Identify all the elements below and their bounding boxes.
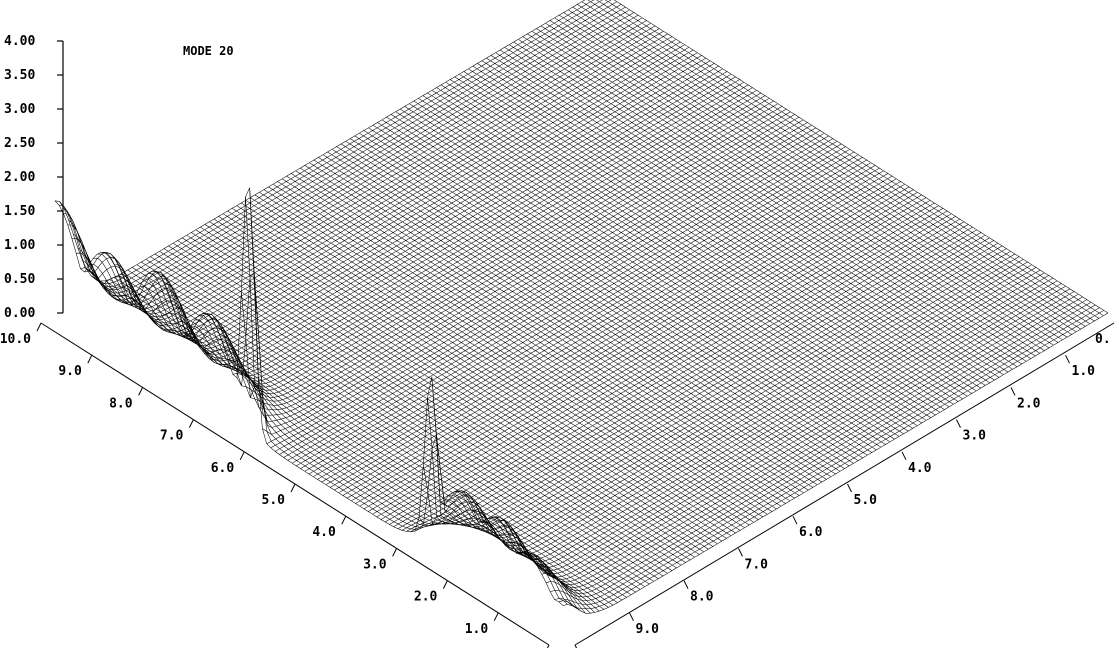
right-tick-mark — [1010, 387, 1016, 396]
left-tick-label: 4.0 — [312, 525, 336, 540]
right-tick-label: 7.0 — [745, 557, 769, 572]
left-tick-mark — [87, 354, 93, 364]
left-tick-mark — [392, 548, 398, 557]
right-tick-label: 8.0 — [690, 590, 714, 605]
right-tick-label: 4.0 — [908, 461, 932, 476]
left-tick-mark — [239, 451, 245, 461]
left-tick-mark — [188, 419, 194, 428]
left-tick-mark — [442, 580, 448, 589]
chart-title: MODE 20 — [183, 44, 234, 58]
left-tick-label: 10.0 — [0, 332, 31, 347]
right-tick-label: 9.0 — [636, 622, 660, 637]
right-tick-mark — [629, 612, 634, 622]
right-tick-mark — [738, 548, 743, 557]
left-tick-mark — [138, 387, 144, 396]
z-tick-label: 0.50 — [4, 272, 35, 287]
right-tick-mark — [683, 580, 689, 589]
right-tick-mark — [792, 515, 798, 525]
left-tick-mark — [290, 483, 296, 493]
right-tick-mark — [1065, 354, 1070, 364]
right-tick-mark — [574, 644, 578, 648]
z-tick-label: 1.00 — [4, 238, 35, 253]
left-tick-label: 1.0 — [465, 622, 489, 637]
right-tick-label: 0. — [1095, 332, 1111, 347]
z-tick-label: 2.50 — [4, 136, 35, 151]
z-tick-label: 0.00 — [4, 306, 35, 321]
z-tick-label: 4.00 — [4, 34, 35, 49]
left-tick-mark — [36, 322, 42, 332]
left-tick-label: 6.0 — [211, 461, 235, 476]
right-tick-mark — [956, 419, 961, 428]
left-tick-label: 9.0 — [58, 364, 82, 379]
right-tick-mark — [901, 451, 907, 461]
right-axis-line — [574, 322, 1115, 646]
mesh-lines-v — [54, 0, 1109, 614]
z-tick-label: 3.50 — [4, 68, 35, 83]
surface-mesh — [54, 0, 1109, 614]
z-tick-label: 1.50 — [4, 204, 35, 219]
left-tick-label: 3.0 — [363, 557, 387, 572]
z-tick-label: 3.00 — [4, 102, 35, 117]
right-tick-label: 2.0 — [1017, 396, 1041, 411]
right-tick-mark — [847, 483, 852, 493]
left-tick-label: 5.0 — [262, 493, 286, 508]
z-tick-label: 2.00 — [4, 170, 35, 185]
left-tick-label: 7.0 — [160, 429, 184, 444]
right-tick-label: 3.0 — [963, 429, 987, 444]
axes: 0.000.501.001.502.002.503.003.504.000.01… — [0, 34, 1115, 648]
left-tick-mark — [341, 515, 347, 525]
right-tick-label: 6.0 — [799, 525, 823, 540]
right-tick-label: 1.0 — [1072, 364, 1096, 379]
left-tick-label: 2.0 — [414, 590, 438, 605]
left-tick-mark — [546, 644, 550, 648]
right-tick-label: 5.0 — [854, 493, 878, 508]
left-tick-mark — [493, 612, 499, 622]
left-tick-label: 8.0 — [109, 396, 133, 411]
